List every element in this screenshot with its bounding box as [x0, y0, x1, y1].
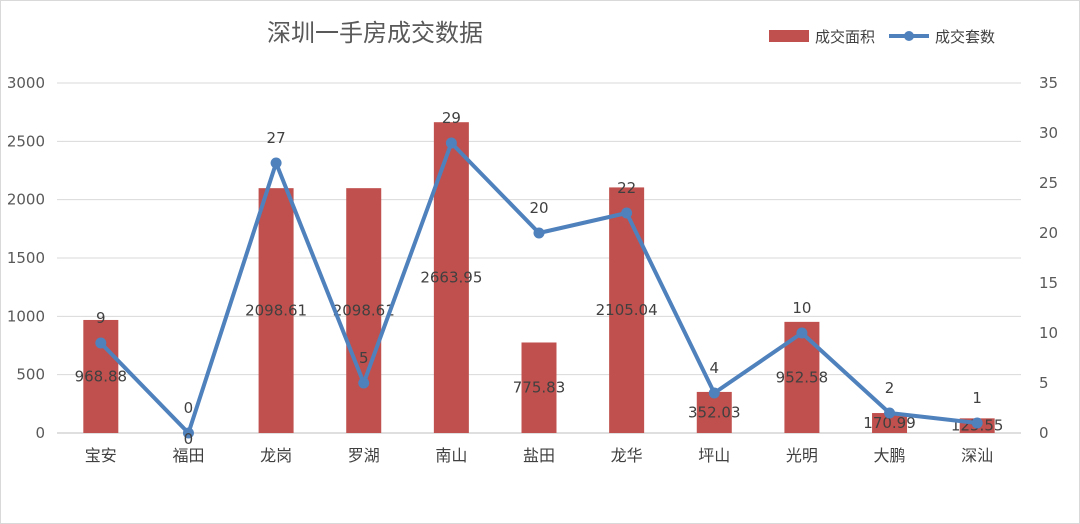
legend-swatch-marker: [904, 31, 914, 41]
line-marker: [95, 337, 107, 349]
right-axis-tick: 30: [1039, 124, 1058, 142]
line-data-label: 1: [972, 389, 982, 407]
line-data-label: 5: [359, 349, 369, 367]
line-marker: [533, 227, 545, 239]
line-marker: [971, 417, 983, 429]
left-axis-tick: 3000: [7, 74, 45, 92]
left-axis-tick: 2000: [7, 191, 45, 209]
bar: [521, 342, 557, 433]
legend-label-line: 成交套数: [935, 28, 995, 46]
line-marker: [445, 137, 457, 149]
bar: [258, 188, 294, 433]
left-axis-tick: 0: [35, 424, 45, 442]
line-data-label: 10: [792, 299, 811, 317]
line-series: [95, 137, 983, 439]
bar-data-label: 2105.04: [596, 301, 658, 319]
left-axis-tick: 1500: [7, 249, 45, 267]
legend-swatch-bar: [769, 30, 809, 42]
bar: [346, 188, 382, 433]
bar-data-label: 952.58: [776, 368, 829, 386]
bar: [872, 413, 908, 433]
bar-data-label: 2663.95: [420, 269, 482, 287]
right-axis: 0 5 10 15 20 25 30 35: [1039, 74, 1058, 442]
legend-label-bar: 成交面积: [815, 28, 875, 46]
category-axis: 宝安 福田 龙岗 罗湖 南山 盐田 龙华 坪山 光明 大鹏 深汕: [85, 446, 993, 465]
right-axis-tick: 5: [1039, 374, 1049, 392]
line-data-label: 9: [96, 309, 106, 327]
bar-data-label: 2098.61: [333, 302, 395, 320]
category-label: 龙岗: [260, 446, 292, 465]
left-axis-tick: 2500: [7, 132, 45, 150]
right-axis-tick: 0: [1039, 424, 1049, 442]
category-label: 光明: [786, 446, 818, 465]
category-label: 深汕: [961, 446, 993, 465]
line-data-label: 4: [709, 359, 719, 377]
category-label: 南山: [435, 446, 467, 465]
bar-data-label: 2098.61: [245, 302, 307, 320]
line-marker: [621, 207, 633, 219]
chart-title: 深圳一手房成交数据: [267, 19, 483, 47]
line-data-label: 2: [885, 379, 895, 397]
left-axis-tick: 500: [16, 366, 45, 384]
right-axis-tick: 25: [1039, 174, 1058, 192]
line-marker: [884, 407, 896, 419]
bar: [609, 187, 645, 433]
right-axis-tick: 10: [1039, 324, 1058, 342]
line-data-label: 27: [267, 129, 286, 147]
zero-data-label: 0: [184, 430, 194, 448]
line-data-label: 22: [617, 179, 636, 197]
legend: 成交面积 成交套数: [769, 28, 995, 46]
bar: [696, 391, 732, 433]
category-label: 大鹏: [874, 446, 906, 465]
line-data-label: 20: [529, 199, 548, 217]
category-label: 福田: [172, 446, 204, 465]
line-marker: [270, 157, 282, 169]
line-marker: [708, 387, 720, 399]
right-axis-tick: 15: [1039, 274, 1058, 292]
left-axis: 0 500 1000 1500 2000 2500 3000: [7, 74, 45, 442]
line-marker: [358, 377, 370, 389]
category-label: 宝安: [85, 446, 117, 465]
category-label: 罗湖: [348, 446, 380, 465]
line-data-label: 0: [184, 399, 194, 417]
bar-data-label: 170.99: [863, 414, 916, 432]
right-axis-tick: 35: [1039, 74, 1058, 92]
bar-data-label: 352.03: [688, 403, 741, 421]
line-data-label: 29: [442, 109, 461, 127]
left-axis-tick: 1000: [7, 307, 45, 325]
category-label: 盐田: [523, 446, 555, 465]
bar-data-label: 775.83: [513, 379, 566, 397]
bar-data-label: 968.88: [75, 367, 128, 385]
right-axis-tick: 20: [1039, 224, 1058, 242]
category-label: 坪山: [698, 446, 730, 465]
line-marker: [796, 327, 808, 339]
bar-series: [83, 122, 995, 433]
category-label: 龙华: [611, 446, 643, 465]
line-marker: [182, 427, 194, 439]
